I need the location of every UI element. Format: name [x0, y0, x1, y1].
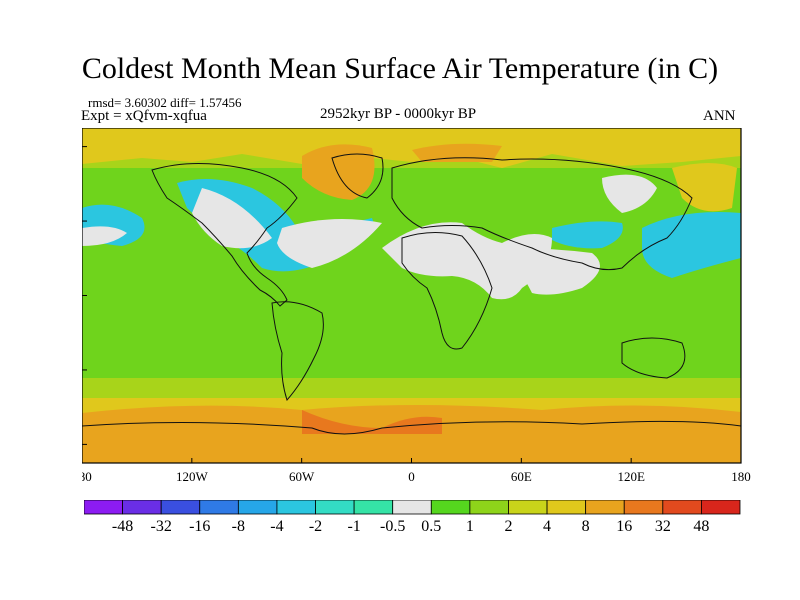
colorbar [84, 500, 741, 515]
temperature-field [82, 128, 741, 463]
lon-tick-label: 180 [731, 469, 751, 484]
temperature-map: 80N40N040S80S 180 120W 60W 0 60E 120E 180 [82, 128, 751, 484]
colorbar-label: 16 [616, 518, 633, 535]
colorbar-label: -4 [270, 518, 284, 535]
colorbar-box [122, 500, 162, 515]
lon-tick-label: 60W [289, 469, 315, 484]
chart-title: Coldest Month Mean Surface Air Temperatu… [81, 52, 719, 85]
colorbar-box [199, 500, 239, 515]
colorbar-label: -1 [347, 518, 361, 535]
colorbar-label: -48 [111, 518, 134, 535]
time-period-label: 2952kyr BP - 0000kyr BP [320, 106, 477, 122]
colorbar-label: -8 [231, 518, 246, 535]
season-label: ANN [703, 108, 736, 124]
lon-tick-label: 180 [82, 469, 92, 484]
colorbar-box [392, 500, 432, 515]
colorbar-label: 0.5 [421, 518, 442, 535]
colorbar-box [84, 500, 123, 515]
lon-tick-label: 120E [617, 469, 645, 484]
colorbar-box [546, 500, 587, 515]
colorbar-box [160, 500, 201, 515]
colorbar-label: 48 [693, 518, 710, 535]
colorbar-boxes [84, 500, 741, 515]
colorbar-label: 4 [543, 518, 552, 535]
colorbar-label: -16 [189, 518, 211, 535]
lon-tick-label: 60E [511, 469, 532, 484]
lon-tick-label: 120W [176, 469, 209, 484]
colorbar-box [701, 500, 741, 515]
longitude-ticks: 180 120W 60W 0 60E 120E 180 [82, 458, 751, 484]
colorbar-label: -2 [308, 518, 323, 535]
colorbar-box [430, 500, 471, 515]
colorbar-box [623, 500, 664, 515]
coastlines [82, 153, 741, 435]
colorbar-label: 32 [654, 518, 671, 535]
colorbar-box [469, 500, 509, 515]
colorbar-label: -32 [150, 518, 172, 535]
colorbar-box [315, 500, 355, 515]
colorbar-box [237, 500, 278, 515]
colorbar-box [276, 500, 316, 515]
colorbar-box [662, 500, 702, 515]
colorbar-label: -0.5 [380, 518, 406, 535]
latitude-ticks: 80N40N040S80S [82, 146, 87, 445]
rmsd-diff-stats: rmsd= 3.60302 diff= 1.57456 [88, 95, 242, 110]
lon-tick-label: 0 [408, 469, 415, 484]
colorbar-label: 1 [465, 518, 474, 535]
colorbar-box [353, 500, 394, 515]
colorbar-label: 2 [504, 518, 513, 535]
colorbar-box [585, 500, 625, 515]
colorbar-label: 8 [581, 518, 590, 535]
colorbar-box [508, 500, 548, 515]
experiment-label: Expt = xQfvm-xqfua [81, 108, 207, 124]
